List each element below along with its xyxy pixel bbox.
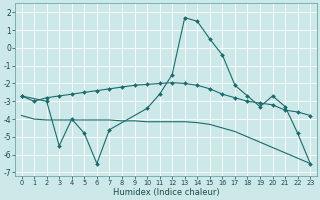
- X-axis label: Humidex (Indice chaleur): Humidex (Indice chaleur): [113, 188, 219, 197]
